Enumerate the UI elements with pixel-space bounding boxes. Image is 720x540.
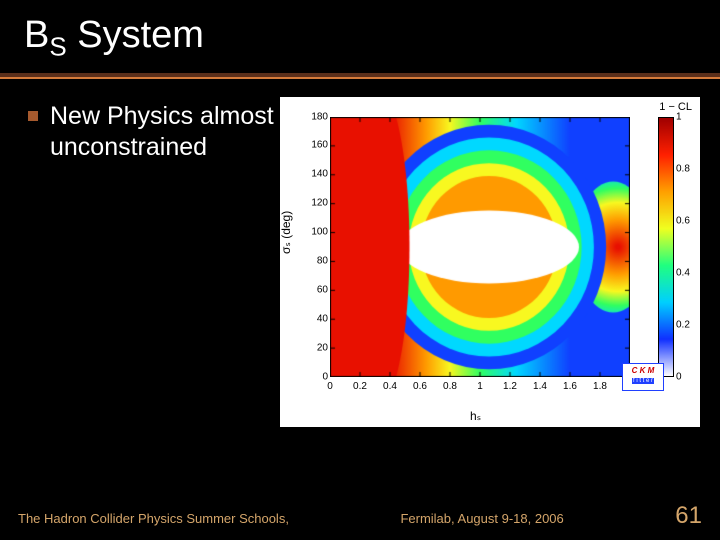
title-rest: System (67, 14, 204, 56)
bullet-icon (28, 111, 38, 121)
ckm-fitter-logo: C K M f i t t e r (622, 363, 664, 391)
footer-left: The Hadron Collider Physics Summer Schoo… (18, 511, 289, 526)
page-number: 61 (675, 502, 702, 530)
logo-line1: C K M (623, 366, 663, 376)
slide-title: BS System (24, 14, 696, 63)
logo-line2: f i t t e r (632, 378, 654, 384)
bullet-text: New Physics almost unconstrained (50, 101, 278, 164)
colorbar-ticks: 00.20.40.60.81 (676, 117, 696, 377)
confidence-plot: 1 − CL σₛ (deg) hₛ 020406080100120140160… (280, 97, 700, 427)
y-ticks: 020406080100120140160180 (304, 117, 328, 377)
colorbar (658, 117, 674, 377)
bullet-item: New Physics almost unconstrained (28, 97, 278, 427)
heatmap-canvas (330, 117, 630, 377)
title-main: B (24, 14, 49, 56)
x-axis-label: hₛ (470, 409, 481, 423)
footer: The Hadron Collider Physics Summer Schoo… (18, 502, 702, 530)
title-sub: S (49, 32, 66, 62)
y-axis-label: σₛ (deg) (279, 210, 293, 253)
footer-mid: Fermilab, August 9-18, 2006 (400, 511, 563, 526)
x-ticks: 00.20.40.60.811.21.41.61.82 (330, 381, 630, 395)
